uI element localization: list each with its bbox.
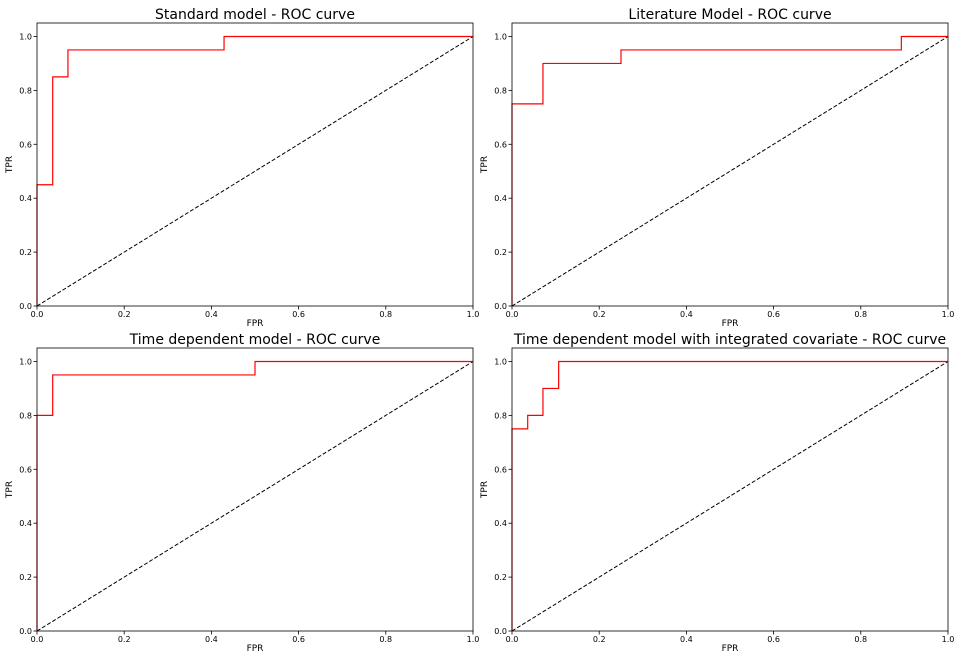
y-tick-label: 0.2 <box>494 248 507 257</box>
y-tick-label: 0.6 <box>19 140 32 149</box>
y-tick-label: 0.2 <box>494 573 507 582</box>
x-tick-label: 1.0 <box>942 635 955 644</box>
x-tick-label: 0.2 <box>593 635 606 644</box>
plot-frame <box>511 22 949 307</box>
chart-title: Time dependent model with integrated cov… <box>513 332 946 348</box>
chart-panel-3: Time dependent model - ROC curve 0.0 0.2 0.… <box>5 332 479 654</box>
y-tick-label: 1.0 <box>19 357 32 366</box>
y-tick-label: 0.4 <box>494 194 507 203</box>
diagonal-reference-line <box>36 361 474 632</box>
chart-panel-1: Standard model - ROC curve 0.0 0.2 0.4 0.6 0.… <box>5 7 479 329</box>
y-axis-label: TPR <box>5 481 15 499</box>
x-tick-label: 1.0 <box>467 310 480 319</box>
diagonal-reference-line <box>511 361 949 632</box>
x-tick-label: 0.2 <box>118 635 131 644</box>
y-axis-label: TPR <box>480 481 490 499</box>
chart-panel-2: Literature Model - ROC curve 0.0 0.2 0.4 0.6… <box>480 7 954 329</box>
diagonal-reference-line <box>36 36 474 307</box>
y-tick-label: 1.0 <box>494 32 507 41</box>
x-tick-label: 1.0 <box>942 310 955 319</box>
x-tick-label: 0.0 <box>506 310 519 319</box>
y-tick-label: 0.8 <box>19 86 32 95</box>
y-tick-label: 0.4 <box>19 519 32 528</box>
x-axis-label: FPR <box>247 319 264 329</box>
y-tick-label: 0.8 <box>19 411 32 420</box>
y-tick-label: 0.0 <box>19 627 32 636</box>
x-tick-label: 0.8 <box>379 635 392 644</box>
x-tick-label: 0.6 <box>292 310 305 319</box>
plot-frame <box>36 22 474 307</box>
y-tick-label: 0.2 <box>19 573 32 582</box>
x-tick-label: 0.0 <box>31 635 44 644</box>
chart-title: Literature Model - ROC curve <box>628 7 831 23</box>
y-tick-label: 0.6 <box>494 465 507 474</box>
y-axis-label: TPR <box>480 156 490 174</box>
roc-curve-line <box>511 360 948 631</box>
x-tick-label: 0.8 <box>379 310 392 319</box>
chart-title: Time dependent model - ROC curve <box>129 332 381 348</box>
y-tick-label: 1.0 <box>494 357 507 366</box>
plot-frame <box>36 347 474 632</box>
x-tick-label: 0.0 <box>506 635 519 644</box>
chart-panel-4: Time dependent model with integrated cov… <box>480 332 954 654</box>
x-axis-label: FPR <box>722 644 739 654</box>
x-tick-label: 0.4 <box>205 635 218 644</box>
y-tick-label: 0.6 <box>494 140 507 149</box>
y-tick-label: 0.6 <box>19 465 32 474</box>
x-tick-label: 0.0 <box>31 310 44 319</box>
x-tick-label: 0.4 <box>680 635 693 644</box>
x-tick-label: 0.2 <box>593 310 606 319</box>
y-tick-label: 0.8 <box>494 86 507 95</box>
diagonal-reference-line <box>511 36 949 307</box>
y-tick-label: 0.0 <box>19 302 32 311</box>
y-tick-label: 1.0 <box>19 32 32 41</box>
roc-curve-line <box>511 35 948 306</box>
x-tick-label: 0.8 <box>854 310 867 319</box>
x-tick-label: 0.4 <box>205 310 218 319</box>
y-tick-label: 0.4 <box>19 194 32 203</box>
plot-frame <box>511 347 949 632</box>
y-tick-label: 0.2 <box>19 248 32 257</box>
x-tick-label: 0.6 <box>767 310 780 319</box>
y-axis-label: TPR <box>5 156 15 174</box>
x-tick-label: 0.8 <box>854 635 867 644</box>
y-tick-label: 0.0 <box>494 627 507 636</box>
y-tick-label: 0.8 <box>494 411 507 420</box>
y-tick-label: 0.4 <box>494 519 507 528</box>
x-tick-label: 0.4 <box>680 310 693 319</box>
x-tick-label: 0.2 <box>118 310 131 319</box>
roc-curve-line <box>36 35 473 306</box>
x-tick-label: 0.6 <box>292 635 305 644</box>
x-tick-label: 0.6 <box>767 635 780 644</box>
y-tick-label: 0.0 <box>494 302 507 311</box>
x-axis-label: FPR <box>247 644 264 654</box>
x-tick-label: 1.0 <box>467 635 480 644</box>
chart-title: Standard model - ROC curve <box>155 7 355 23</box>
x-axis-label: FPR <box>722 319 739 329</box>
